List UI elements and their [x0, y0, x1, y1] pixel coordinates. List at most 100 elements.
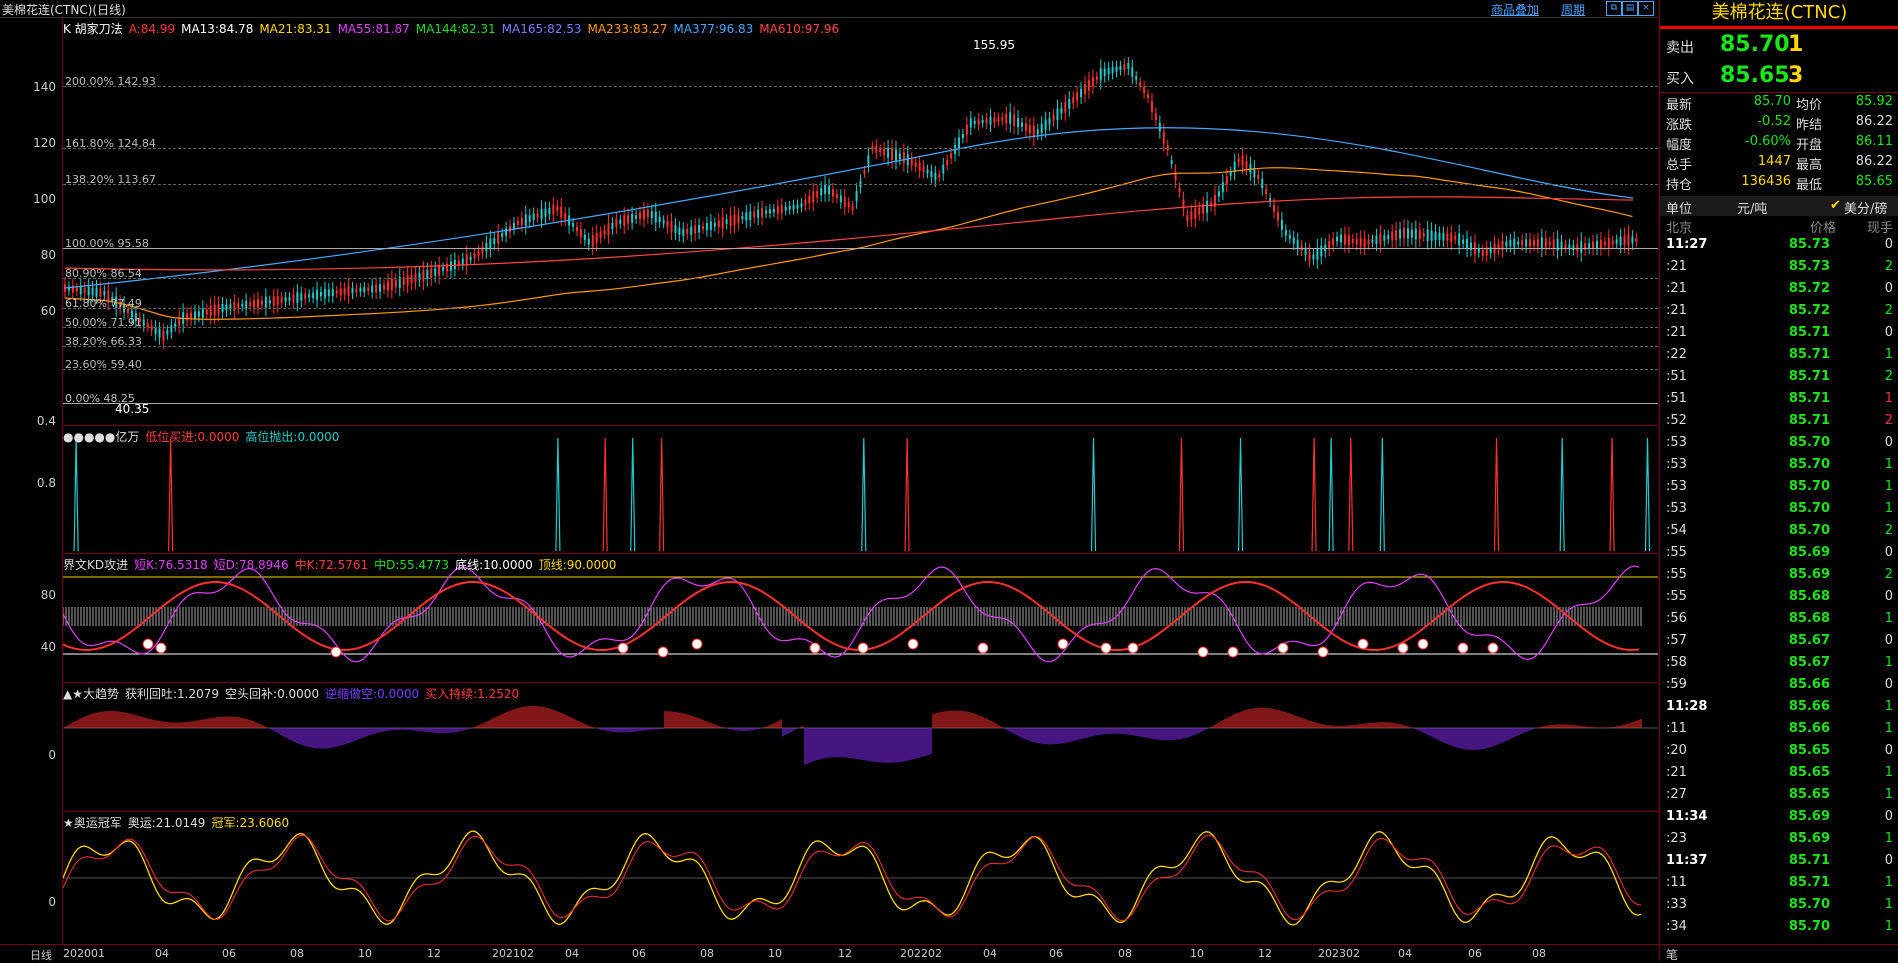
fib-line	[63, 86, 1658, 87]
legend-item: 获利回吐:1.2079	[125, 687, 220, 701]
footer-tab[interactable]: 笔	[1666, 948, 1679, 962]
olympic-panel[interactable]: ★奥运冠军 奥运:21.0149 冠军:23.6060	[63, 812, 1658, 943]
tick-volume: 1	[1884, 501, 1893, 516]
unit-option[interactable]: 美分/磅	[1844, 202, 1888, 217]
tick-time: :11	[1666, 721, 1687, 736]
unit-value[interactable]: 元/吨	[1737, 202, 1768, 217]
candle-body	[950, 153, 953, 159]
tick-row: 11:27 85.73 0	[1660, 237, 1898, 259]
candle-body	[497, 232, 500, 244]
candle-body	[1147, 94, 1150, 98]
candle-body	[776, 206, 779, 214]
tick-row: :53 85.70 1	[1660, 479, 1898, 501]
candle-body	[434, 268, 437, 276]
tick-row: :22 85.71 1	[1660, 347, 1898, 369]
candle-body	[1178, 187, 1181, 193]
tick-row: :21 85.65 1	[1660, 765, 1898, 787]
tick-row: :23 85.69 1	[1660, 831, 1898, 853]
candle-body	[1135, 76, 1138, 80]
tick-price: 85.71	[1788, 413, 1830, 428]
tick-time: 11:37	[1666, 853, 1708, 868]
signal-spike	[1493, 437, 1500, 552]
restore-icon[interactable]: ⧉	[1606, 1, 1622, 16]
tick-volume: 1	[1884, 479, 1893, 494]
candle-body	[1276, 212, 1279, 221]
candle-body	[1009, 112, 1012, 124]
stat-label: 持仓	[1666, 178, 1693, 193]
candle-body	[1111, 67, 1114, 74]
trend-panel[interactable]: ▲★大趋势 获利回吐:1.2079 空头回补:0.0000 逆缩做空:0.0000 买入…	[63, 683, 1658, 812]
candle-body	[839, 195, 842, 203]
candle-body	[190, 312, 193, 320]
tick-price: 85.71	[1788, 875, 1830, 890]
candle-body	[485, 242, 488, 252]
candle-body	[910, 158, 913, 166]
tick-volume: 1	[1884, 919, 1893, 934]
unit-bar[interactable]: 单位 元/吨 ✔ 美分/磅	[1660, 196, 1898, 217]
candle-body	[737, 214, 740, 223]
candle-body	[1454, 236, 1457, 240]
candle-body	[241, 303, 244, 307]
ask-row[interactable]: 卖出 85.70 1	[1660, 31, 1898, 59]
candle-body	[95, 287, 98, 297]
candle-body	[1068, 98, 1071, 109]
tick-price: 85.70	[1788, 435, 1830, 450]
candle-body	[682, 228, 685, 237]
candle-body	[1422, 232, 1425, 237]
period-link[interactable]: 周期	[1561, 3, 1586, 17]
candle-body	[1308, 251, 1311, 260]
candle-body	[284, 297, 287, 302]
smiley-icon	[1197, 646, 1209, 658]
bid-row[interactable]: 买入 85.65 3	[1660, 62, 1898, 90]
candle-body	[1087, 80, 1090, 91]
candle-body	[1371, 239, 1374, 243]
candle-body	[430, 268, 433, 279]
candle-body	[426, 270, 429, 279]
tile-icon[interactable]: ▤	[1622, 1, 1638, 16]
smiley-icon	[1277, 642, 1289, 654]
candle-body	[1497, 244, 1500, 250]
tick-row: :27 85.65 1	[1660, 787, 1898, 809]
smiley-icon	[1127, 642, 1139, 654]
candle-body	[1347, 234, 1350, 246]
candle-body	[1072, 97, 1075, 104]
candle-body	[296, 292, 299, 303]
candle-body	[512, 223, 515, 229]
candle-body	[1367, 239, 1370, 245]
candle-body	[264, 296, 267, 308]
tick-time: :33	[1666, 897, 1687, 912]
candle-body	[1363, 238, 1366, 248]
candle-body	[1430, 230, 1433, 241]
tick-volume: 2	[1884, 303, 1893, 318]
fib-label: 161.80% 124.84	[65, 137, 156, 150]
candle-body	[698, 224, 701, 233]
candle-body	[225, 304, 228, 311]
candle-body	[87, 286, 90, 296]
candle-body	[1588, 243, 1591, 249]
candle-body	[1202, 204, 1205, 214]
kd-panel[interactable]: 界文KD攻进 短K:76.5318 短D:78.8946 中K:72.5761 中D:5…	[63, 554, 1658, 683]
candle-body	[272, 296, 275, 306]
candle-body	[1529, 239, 1532, 247]
overlay-link[interactable]: 商品叠加	[1491, 3, 1540, 17]
candle-body	[1253, 167, 1256, 178]
tick-row: 11:37 85.71 0	[1660, 853, 1898, 875]
fib-label: 23.60% 59.40	[65, 358, 142, 371]
tick-time: 11:34	[1666, 809, 1708, 824]
candle-body	[158, 329, 161, 338]
price-panel[interactable]: 200.00% 142.93 161.80% 124.84 138.20% 113.…	[63, 18, 1658, 426]
candle-body	[1304, 248, 1307, 255]
candle-body	[544, 208, 547, 217]
tick-volume: 0	[1884, 809, 1893, 824]
candle-body	[1001, 117, 1004, 121]
signal-spike	[1559, 437, 1565, 552]
close-icon[interactable]: ×	[1638, 1, 1654, 16]
tick-volume: 0	[1884, 589, 1893, 604]
signal-panel[interactable]: ●●●●●亿万 低位买进:0.0000 高位抛出:0.0000	[63, 426, 1658, 554]
tick-volume: 0	[1884, 435, 1893, 450]
candle-body	[1619, 236, 1622, 246]
tick-row: :55 85.69 2	[1660, 567, 1898, 589]
candle-body	[784, 206, 787, 211]
candle-body	[662, 220, 665, 224]
candle-body	[107, 290, 110, 302]
